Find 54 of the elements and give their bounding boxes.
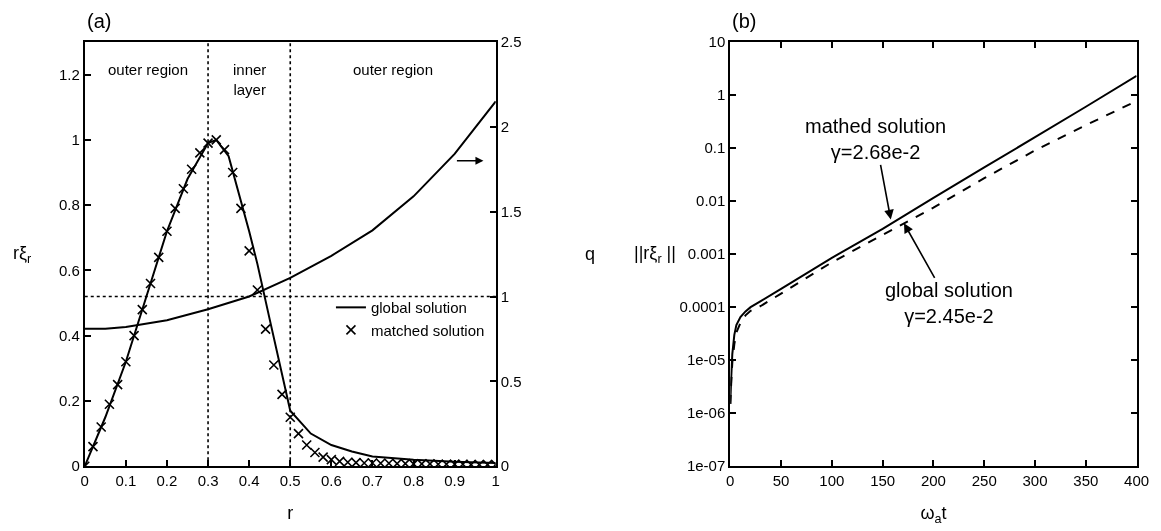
y-tick-label: 0.001 [687, 245, 726, 263]
y2-tick-label: 0.5 [500, 372, 522, 390]
y-axis-title: ||rξ$_{r}$ || [634, 243, 676, 266]
x-tick-label: 0.7 [362, 472, 383, 490]
y-tick-label: 1 [71, 131, 80, 149]
y-tick-label: 1.2 [58, 65, 80, 83]
y2-tick-label: 1 [500, 287, 510, 305]
x-tick-label: 250 [971, 472, 997, 490]
x-tick-label: 0.5 [279, 472, 301, 490]
x-tick-label: 0.8 [403, 472, 424, 490]
y-tick-label: 1e-07 [686, 457, 726, 475]
x-tick-label: 1 [491, 472, 500, 490]
y2-axis-title: q [585, 244, 596, 264]
x-tick-label: 0.3 [197, 472, 219, 490]
x-axis-title: ω$_{a}$t [920, 502, 947, 526]
y2-tick-label: 0 [500, 457, 510, 475]
y-tick-label: 0.8 [58, 196, 80, 214]
y-tick-label: 0.0001 [679, 298, 726, 316]
x-tick-label: 0.6 [320, 472, 342, 490]
y-tick-label: 0.6 [58, 261, 80, 279]
y-tick-label: 10 [708, 33, 726, 51]
chart-title: (b) [732, 10, 757, 32]
y-tick-label: 1e-05 [686, 351, 726, 369]
y-axis-title: rξ$_{r}$ [13, 243, 32, 266]
y-tick-label: 0 [71, 457, 80, 475]
x-tick-label: 0.1 [115, 472, 137, 490]
y-tick-label: 0.1 [704, 139, 726, 157]
x-tick-label: 0.4 [238, 472, 260, 490]
annotation: mathed solution γ=2.68e-2 [805, 115, 947, 163]
chart-title: (a) [87, 10, 112, 32]
y2-tick-label: 2 [500, 118, 510, 136]
x-tick-label: 400 [1124, 472, 1150, 490]
x-tick-label: 100 [819, 472, 845, 490]
y-tick-label: 1 [716, 86, 726, 104]
y-tick-label: 0.4 [58, 326, 80, 344]
x-tick-label: 0.2 [156, 472, 178, 490]
y2-tick-label: 2.5 [500, 33, 522, 51]
x-tick-label: 200 [920, 472, 946, 490]
x-tick-label: 350 [1073, 472, 1099, 490]
annotation: outer region [108, 61, 189, 78]
x-tick-label: 0.9 [444, 472, 466, 490]
x-axis-title: r [287, 502, 294, 523]
annotation: outer region [353, 61, 434, 78]
annotation: global solution γ=2.45e-2 [885, 279, 1013, 327]
y-tick-label: 0.2 [58, 392, 80, 410]
legend-label: global solution [370, 299, 467, 317]
legend-label: matched solution [370, 321, 485, 339]
y-tick-label: 0.01 [696, 192, 726, 210]
y-tick-label: 1e-06 [686, 404, 726, 422]
x-tick-label: 150 [870, 472, 896, 490]
x-tick-label: 300 [1022, 472, 1048, 490]
annotation: inner layer [233, 61, 267, 98]
y2-tick-label: 1.5 [500, 202, 522, 220]
x-tick-label: 50 [772, 472, 790, 490]
